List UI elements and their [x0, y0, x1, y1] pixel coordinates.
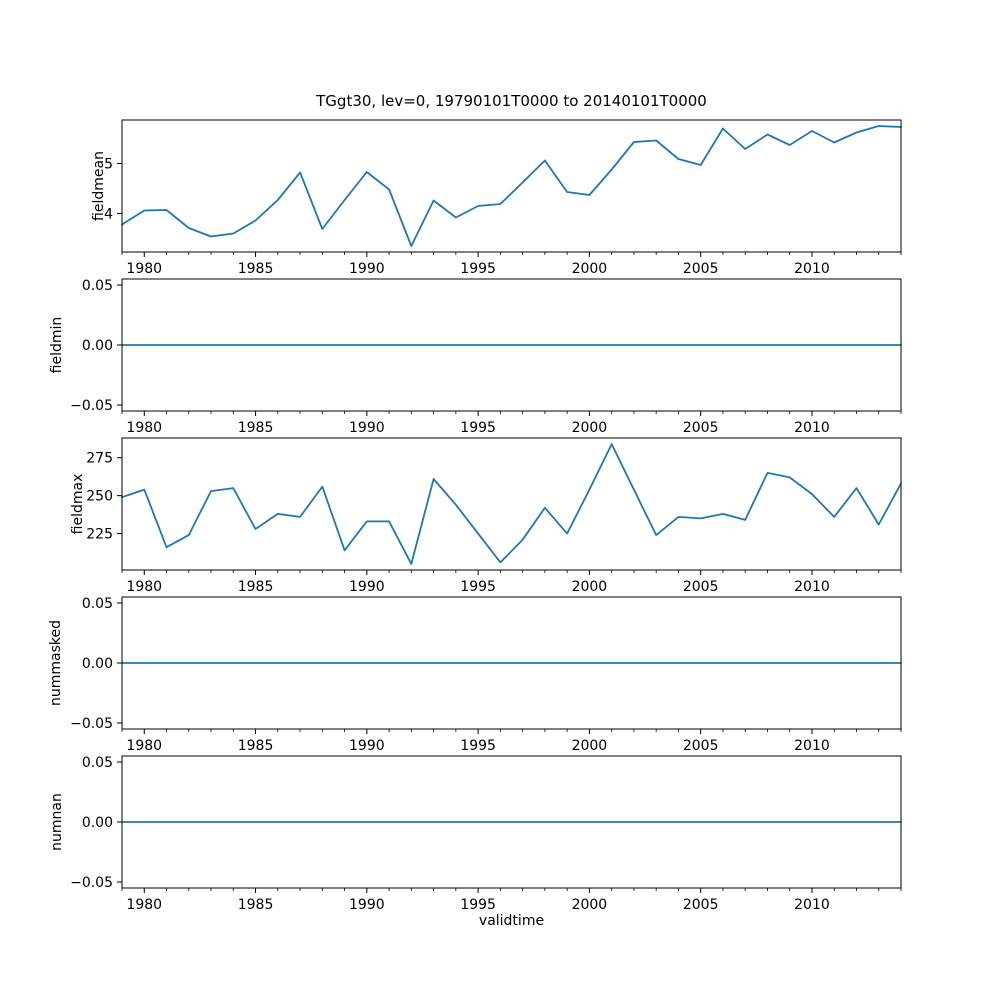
svg-text:1990: 1990 — [349, 897, 385, 913]
svg-text:2005: 2005 — [683, 897, 719, 913]
svg-text:1980: 1980 — [126, 420, 162, 436]
svg-text:1995: 1995 — [460, 420, 496, 436]
svg-text:2010: 2010 — [794, 420, 830, 436]
svg-text:2000: 2000 — [572, 579, 608, 595]
svg-text:0.00: 0.00 — [82, 656, 113, 672]
x-axis-label: validtime — [478, 913, 545, 929]
svg-text:0.00: 0.00 — [82, 815, 113, 831]
svg-text:1995: 1995 — [460, 579, 496, 595]
svg-text:2005: 2005 — [683, 420, 719, 436]
svg-text:1990: 1990 — [349, 579, 385, 595]
svg-text:2010: 2010 — [794, 897, 830, 913]
svg-text:1995: 1995 — [460, 897, 496, 913]
subplot-fieldmax: 1980 1985 1990 1995 2000 2005 2010 225 250 275 — [86, 437, 902, 595]
svg-text:2005: 2005 — [683, 261, 719, 277]
svg-text:1980: 1980 — [126, 897, 162, 913]
svg-text:2000: 2000 — [572, 420, 608, 436]
svg-text:1990: 1990 — [349, 420, 385, 436]
svg-text:2000: 2000 — [572, 261, 608, 277]
svg-text:2005: 2005 — [683, 738, 719, 754]
svg-text:0.05: 0.05 — [82, 755, 113, 771]
svg-text:2000: 2000 — [572, 897, 608, 913]
subplot-nummasked: 1980 1985 1990 1995 2000 2005 2010 −0.05 0.00 0.0… — [70, 596, 902, 754]
svg-text:0.05: 0.05 — [82, 278, 113, 294]
svg-text:275: 275 — [86, 451, 113, 467]
figure-title: TGgt30, lev=0, 19790101T0000 to 20140101… — [316, 92, 707, 110]
svg-text:2010: 2010 — [794, 579, 830, 595]
svg-text:−0.05: −0.05 — [70, 716, 113, 732]
svg-text:1990: 1990 — [349, 261, 385, 277]
svg-text:1980: 1980 — [126, 579, 162, 595]
svg-text:0.05: 0.05 — [82, 596, 113, 612]
subplot-fieldmean: 1980 1985 1990 1995 2000 2005 2010 4 5 — [104, 119, 902, 277]
svg-text:−0.05: −0.05 — [70, 398, 113, 414]
svg-text:1980: 1980 — [126, 738, 162, 754]
svg-text:1985: 1985 — [238, 579, 274, 595]
svg-text:4: 4 — [104, 207, 113, 223]
subplot-numnan: 1980 1985 1990 1995 2000 2005 2010 −0.05 0.00 0.0… — [70, 755, 902, 913]
svg-text:1985: 1985 — [238, 738, 274, 754]
svg-text:1985: 1985 — [238, 897, 274, 913]
svg-text:0.00: 0.00 — [82, 338, 113, 354]
svg-text:−0.05: −0.05 — [70, 875, 113, 891]
svg-text:1985: 1985 — [238, 261, 274, 277]
svg-text:1990: 1990 — [349, 738, 385, 754]
svg-text:2010: 2010 — [794, 261, 830, 277]
svg-text:2000: 2000 — [572, 738, 608, 754]
svg-text:2005: 2005 — [683, 579, 719, 595]
svg-text:250: 250 — [86, 489, 113, 505]
svg-text:2010: 2010 — [794, 738, 830, 754]
svg-text:225: 225 — [86, 527, 113, 543]
svg-text:1980: 1980 — [126, 261, 162, 277]
subplot-fieldmin: 1980 1985 1990 1995 2000 2005 2010 −0.05 0.00 0.0… — [70, 278, 902, 436]
svg-text:1985: 1985 — [238, 420, 274, 436]
svg-text:5: 5 — [104, 157, 113, 173]
svg-text:1995: 1995 — [460, 738, 496, 754]
svg-text:1995: 1995 — [460, 261, 496, 277]
